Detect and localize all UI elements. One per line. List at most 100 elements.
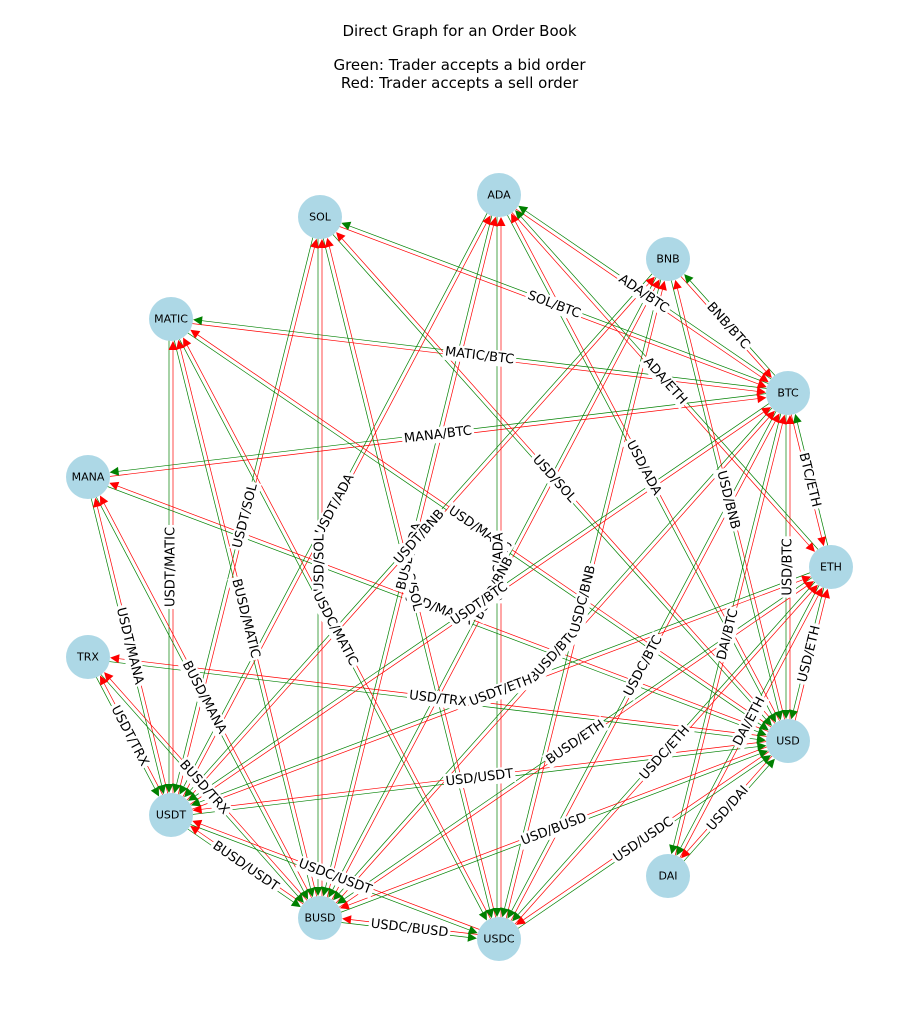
edge-label-background <box>524 623 584 688</box>
node-label: USD <box>776 735 800 748</box>
edge-label-background <box>442 765 517 791</box>
bid-usdc-busd-arrowhead <box>467 932 477 942</box>
edge-label-usd-sol: USD/SOL <box>527 450 581 508</box>
bid-btc-eth-arrowhead <box>793 413 802 424</box>
edge-label-text: USD/ETH <box>795 624 824 684</box>
sell-usdt-mana-arrowhead <box>93 497 102 508</box>
edge-label-usdc-busd: USDC/BUSD <box>367 915 452 942</box>
node-circle <box>298 896 342 940</box>
edge-label-background <box>207 836 284 897</box>
edge-label-text: USDC/ETH <box>637 723 693 783</box>
node-ada: ADA <box>477 173 521 217</box>
sell-dai-btc-arrowhead <box>778 414 787 425</box>
bid-usdc-eth-arrowhead <box>512 911 522 922</box>
sell-usd-mana-arrowhead <box>109 481 120 491</box>
node-label: ADA <box>487 189 511 202</box>
edge-label-background <box>163 524 179 610</box>
sell-btc-eth-arrowhead <box>817 536 826 547</box>
node-trx: TRX <box>66 635 110 679</box>
bid-usd-mana-arrowhead <box>756 727 767 737</box>
bid-busd-trx-arrowhead <box>294 893 304 903</box>
node-eth: ETH <box>809 545 853 589</box>
node-label: TRX <box>76 651 99 664</box>
edge-label-usdc-bnb: USDC/BNB <box>566 561 601 637</box>
edge-label-background <box>702 781 754 836</box>
bid-usd-sol-arrowhead <box>762 716 772 726</box>
bid-usdt-eth-arrowhead <box>190 798 201 807</box>
edge-label-usdt-matic: USDT/MATIC <box>163 524 179 610</box>
node-circle <box>66 455 110 499</box>
sell-busd-usdt-arrowhead <box>190 825 201 835</box>
edge-label-usdc-eth: USDC/ETH <box>635 721 695 785</box>
node-mana: MANA <box>66 455 110 499</box>
edge-label-text: USDT/MANA <box>113 606 146 686</box>
sell-usd-btc-arrowhead <box>785 415 795 424</box>
figure-title-block: Direct Graph for an Order Book Green: Tr… <box>0 22 919 92</box>
bid-usdc-btc-arrowhead <box>507 908 516 919</box>
bid-usdc-ada-arrowhead <box>492 908 502 917</box>
bid-usd-eth-arrowhead <box>789 709 798 720</box>
sell-bnb-btc-arrowhead <box>762 368 772 378</box>
bid-usd-ada-arrowhead <box>767 712 776 723</box>
sell-usdc-usdt-arrowhead <box>192 819 203 829</box>
sell-matic-btc-arrowhead <box>756 386 766 396</box>
sell-usd-bnb-arrowhead <box>673 279 682 290</box>
bid-sol-btc-arrowhead <box>341 221 352 231</box>
node-layer: ADA BNB BTC ETH USD DAI USDC BUSD USDT TRX MANA MAT… <box>66 173 853 961</box>
sell-sol-btc-arrowhead <box>756 379 767 389</box>
node-circle <box>646 854 690 898</box>
bid-busd-mana-arrowhead <box>299 889 308 900</box>
bid-usdt-trx-arrowhead <box>150 786 159 797</box>
sell-usdc-busd-arrowhead <box>342 915 352 925</box>
sell-usdt-sol-arrowhead <box>310 238 319 249</box>
edge-label-background <box>613 270 674 318</box>
node-circle <box>477 173 521 217</box>
sell-dai-eth-arrowhead <box>814 587 823 598</box>
node-label: BNB <box>656 253 679 266</box>
edge-label-text: USD/TRX <box>408 688 467 710</box>
sell-usd-ada-arrowhead <box>511 213 520 224</box>
sell-usdc-bnb-arrowhead <box>658 280 667 291</box>
edge-label-ada-eth: ADA/ETH <box>638 352 692 410</box>
node-dai: DAI <box>646 854 690 898</box>
bid-usd-dai-arrowhead <box>765 758 775 769</box>
edge-label-usdt-mana: USDT/MANA <box>111 603 148 689</box>
node-usd: USD <box>766 719 810 763</box>
bid-usd-usdc-arrowhead <box>761 755 771 764</box>
bid-usdc-bnb-arrowhead <box>500 907 509 918</box>
node-circle <box>646 237 690 281</box>
edge-label-background <box>794 449 825 511</box>
bid-usdt-ada-arrowhead <box>179 784 188 795</box>
node-label: BUSD <box>304 912 335 925</box>
edge-label-matic-btc: MATIC/BTC <box>442 343 517 369</box>
sell-usdc-matic-arrowhead <box>183 337 192 348</box>
bid-usdt-sol-arrowhead <box>172 783 181 794</box>
edge-label-background <box>566 561 601 637</box>
figure-title: Direct Graph for an Order Book <box>342 22 577 40</box>
edge-label-background <box>619 631 668 701</box>
node-label: BTC <box>777 387 799 400</box>
edge-label-background <box>229 480 262 552</box>
edge-label-dai-btc: DAI/BTC <box>713 605 743 664</box>
sell-usdc-btc-arrowhead <box>771 413 780 424</box>
edge-label-text: BNB/BTC <box>703 300 752 353</box>
edge-label-mana-btc: MANA/BTC <box>401 422 475 448</box>
sell-usdt-bnb-arrowhead <box>645 276 655 287</box>
bid-matic-btc-arrowhead <box>193 316 203 326</box>
edge-label-background <box>177 656 231 739</box>
arrowhead-layer <box>93 205 830 942</box>
edge-label-text: BUSD/MATIC <box>228 577 262 659</box>
node-circle <box>809 545 853 589</box>
bid-busd-btc-arrowhead <box>333 890 343 901</box>
node-circle <box>766 371 810 415</box>
sell-usdc-ada-arrowhead <box>496 217 506 226</box>
node-label: USDT <box>156 809 187 822</box>
edge-label-background <box>523 287 585 323</box>
sell-mana-btc-arrowhead <box>756 394 767 404</box>
edge-label-background <box>227 575 264 662</box>
edge-label-text: BUSD/SOL <box>313 533 328 601</box>
edge-label-text: USDC/BUSD <box>370 917 449 941</box>
bid-usdt-matic-arrowhead <box>164 784 174 793</box>
bid-dai-eth-arrowhead <box>676 845 685 856</box>
